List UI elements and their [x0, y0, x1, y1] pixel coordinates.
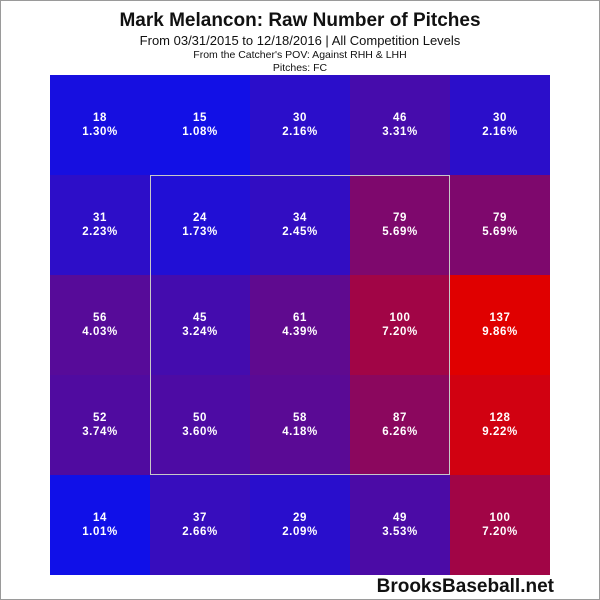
cell-percent-label: 6.26% — [382, 426, 418, 438]
cell-percent-label: 1.73% — [182, 226, 218, 238]
cell-count-label: 37 — [193, 512, 207, 524]
cell-count-label: 50 — [193, 412, 207, 424]
cell-percent-label: 4.18% — [282, 426, 318, 438]
heatmap-cell: 61 4.39% — [250, 275, 350, 375]
cell-count-label: 15 — [193, 112, 207, 124]
heatmap-cell: 34 2.45% — [250, 175, 350, 275]
cell-percent-label: 7.20% — [482, 526, 518, 538]
heatmap-cell: 24 1.73% — [150, 175, 250, 275]
cell-count-label: 52 — [93, 412, 107, 424]
pov-note: From the Catcher's POV: Against RHH & LH… — [193, 49, 407, 61]
cell-percent-label: 1.30% — [82, 126, 118, 138]
cell-percent-label: 9.22% — [482, 426, 518, 438]
heatmap-grid: 18 1.30% 15 1.08% 30 2.16% 46 3.31% 30 2.16% 31 2.2… — [50, 75, 550, 575]
cell-percent-label: 9.86% — [482, 326, 518, 338]
heatmap-cell: 137 9.86% — [450, 275, 550, 375]
heatmap-cell: 50 3.60% — [150, 375, 250, 475]
heatmap-cell: 15 1.08% — [150, 75, 250, 175]
cell-count-label: 79 — [393, 212, 407, 224]
heatmap-cell: 49 3.53% — [350, 475, 450, 575]
heatmap-cell: 46 3.31% — [350, 75, 450, 175]
heatmap-cell: 87 6.26% — [350, 375, 450, 475]
heatmap-cell: 37 2.66% — [150, 475, 250, 575]
brand-watermark: BrooksBaseball.net — [376, 576, 554, 597]
heatmap-cell: 52 3.74% — [50, 375, 150, 475]
heatmap-cell: 100 7.20% — [350, 275, 450, 375]
cell-percent-label: 1.08% — [182, 126, 218, 138]
heatmap-cell: 100 7.20% — [450, 475, 550, 575]
cell-count-label: 87 — [393, 412, 407, 424]
cell-percent-label: 5.69% — [482, 226, 518, 238]
cell-percent-label: 5.69% — [382, 226, 418, 238]
heatmap-cell: 14 1.01% — [50, 475, 150, 575]
cell-count-label: 31 — [93, 212, 107, 224]
cell-percent-label: 3.24% — [182, 326, 218, 338]
cell-percent-label: 7.20% — [382, 326, 418, 338]
cell-count-label: 34 — [293, 212, 307, 224]
heatmap-cell: 58 4.18% — [250, 375, 350, 475]
cell-percent-label: 3.74% — [82, 426, 118, 438]
cell-percent-label: 2.16% — [282, 126, 318, 138]
cell-count-label: 79 — [493, 212, 507, 224]
heatmap-cell: 30 2.16% — [250, 75, 350, 175]
cell-percent-label: 4.03% — [82, 326, 118, 338]
cell-count-label: 49 — [393, 512, 407, 524]
cell-count-label: 30 — [493, 112, 507, 124]
heatmap-cell: 30 2.16% — [450, 75, 550, 175]
cell-count-label: 18 — [93, 112, 107, 124]
heatmap-cell: 18 1.30% — [50, 75, 150, 175]
heatmap-cell: 79 5.69% — [350, 175, 450, 275]
cell-count-label: 24 — [193, 212, 207, 224]
heatmap-cell: 29 2.09% — [250, 475, 350, 575]
chart-subtitle: From 03/31/2015 to 12/18/2016 | All Comp… — [139, 33, 461, 48]
cell-count-label: 45 — [193, 312, 207, 324]
cell-count-label: 137 — [489, 312, 511, 324]
cell-percent-label: 1.01% — [82, 526, 118, 538]
heatmap-cell: 56 4.03% — [50, 275, 150, 375]
cell-percent-label: 2.66% — [182, 526, 218, 538]
heatmap-cell: 45 3.24% — [150, 275, 250, 375]
cell-percent-label: 4.39% — [282, 326, 318, 338]
cell-count-label: 58 — [293, 412, 307, 424]
cell-count-label: 14 — [93, 512, 107, 524]
cell-percent-label: 2.45% — [282, 226, 318, 238]
cell-count-label: 100 — [489, 512, 511, 524]
cell-count-label: 56 — [93, 312, 107, 324]
heatmap-cell: 128 9.22% — [450, 375, 550, 475]
cell-percent-label: 3.31% — [382, 126, 418, 138]
pitch-type-note: Pitches: FC — [272, 62, 328, 74]
chart-title: Mark Melancon: Raw Number of Pitches — [119, 10, 481, 31]
cell-count-label: 100 — [389, 312, 411, 324]
cell-count-label: 30 — [293, 112, 307, 124]
heatmap-cell: 31 2.23% — [50, 175, 150, 275]
cell-percent-label: 2.09% — [282, 526, 318, 538]
cell-count-label: 46 — [393, 112, 407, 124]
cell-percent-label: 2.23% — [82, 226, 118, 238]
cell-percent-label: 3.53% — [382, 526, 418, 538]
cell-count-label: 128 — [489, 412, 511, 424]
cell-percent-label: 3.60% — [182, 426, 218, 438]
cell-count-label: 29 — [293, 512, 307, 524]
cell-percent-label: 2.16% — [482, 126, 518, 138]
heatmap-cell: 79 5.69% — [450, 175, 550, 275]
cell-count-label: 61 — [293, 312, 307, 324]
